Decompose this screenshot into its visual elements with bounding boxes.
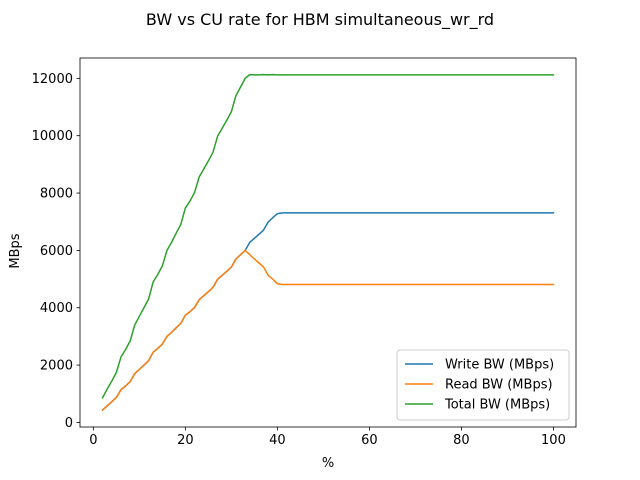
y-axis-label: MBps bbox=[8, 233, 23, 268]
x-tick-label: 40 bbox=[269, 433, 286, 448]
legend-box bbox=[396, 349, 570, 421]
y-tick-label: 8000 bbox=[40, 187, 73, 202]
y-tick-label: 10000 bbox=[32, 129, 73, 144]
x-axis-label: % bbox=[322, 456, 334, 471]
series-line-2 bbox=[101, 249, 555, 412]
plot-frame bbox=[79, 57, 577, 428]
y-tick-label: 0 bbox=[65, 416, 73, 431]
x-tick-label: 20 bbox=[177, 433, 194, 448]
ticks: 0 20 40 60 80 100 0 2000 4000 6000 8000 10000 12000 bbox=[32, 72, 566, 448]
legend-label-2: Read BW (MBps) bbox=[445, 378, 553, 393]
series-line-3 bbox=[101, 73, 555, 399]
legend-label-1: Write BW (MBps) bbox=[445, 358, 554, 373]
y-tick-label: 4000 bbox=[40, 301, 73, 316]
x-tick-label: 0 bbox=[89, 433, 97, 448]
y-tick-label: 12000 bbox=[32, 72, 73, 87]
legend: Write BW (MBps) Read BW (MBps) Total BW (M… bbox=[396, 349, 570, 421]
x-tick-label: 100 bbox=[541, 433, 566, 448]
y-tick-label: 2000 bbox=[40, 359, 73, 374]
x-tick-label: 60 bbox=[361, 433, 378, 448]
series-lines bbox=[101, 73, 555, 412]
chart-title: BW vs CU rate for HBM simultaneous_wr_rd bbox=[146, 10, 494, 30]
axes bbox=[79, 57, 577, 428]
x-tick-label: 80 bbox=[453, 433, 470, 448]
y-tick-label: 6000 bbox=[40, 244, 73, 259]
legend-label-3: Total BW (MBps) bbox=[444, 398, 550, 413]
